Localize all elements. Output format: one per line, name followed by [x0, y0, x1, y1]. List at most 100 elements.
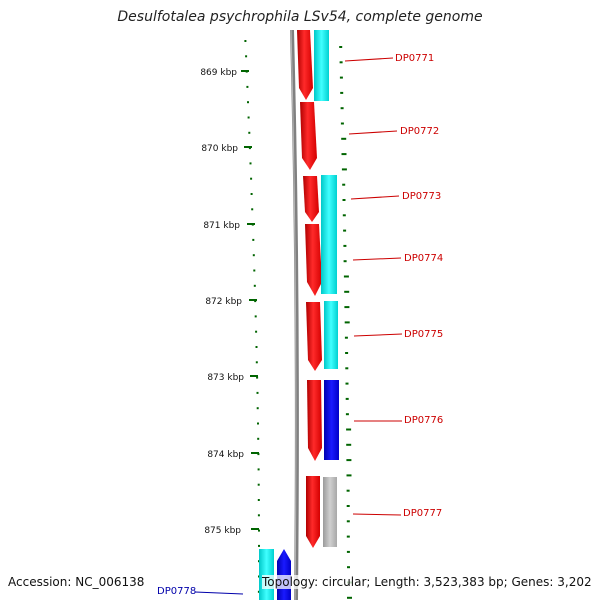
gc-dot [253, 284, 256, 287]
scale-label: 873 kbp [207, 373, 244, 383]
gene-label-dp0775[interactable]: DP0775 [353, 329, 443, 340]
svg-text:DP0777: DP0777 [403, 508, 442, 519]
gc-dot [252, 254, 255, 257]
gc-dot [340, 91, 344, 94]
scale-tick-871: 871 kbp [203, 221, 255, 231]
gene-label-dp0773[interactable]: DP0773 [350, 191, 441, 202]
gc-dot [253, 269, 256, 272]
scale-tick-873: 873 kbp [207, 373, 258, 383]
gc-dot [340, 107, 344, 110]
gc-dot [347, 566, 350, 569]
cds-feature-dp0771[interactable] [297, 30, 313, 100]
gc-dot [342, 214, 346, 217]
gc-dot [339, 76, 343, 79]
gc-dot [345, 367, 349, 370]
svg-text:DP0775: DP0775 [404, 329, 443, 340]
gene-label-dp0777[interactable]: DP0777 [352, 508, 442, 519]
scale-label: 875 kbp [204, 526, 241, 536]
scale-label: 872 kbp [205, 297, 242, 307]
gc-dot [343, 260, 347, 263]
gc-dot [255, 346, 258, 348]
gc-dot [345, 352, 349, 354]
gene-label-dp0772[interactable]: DP0772 [348, 126, 439, 137]
gc-dot [256, 407, 259, 410]
gc-skew-track-right [339, 46, 352, 599]
gc-dot [346, 520, 350, 523]
gc-dot [346, 550, 350, 553]
gc-dot [258, 544, 260, 547]
accession-text: Accession: NC_006138 [8, 575, 145, 589]
gc-dot [344, 336, 348, 339]
orf-feature-cyan[interactable] [324, 301, 338, 369]
cds-feature-dp0774[interactable] [305, 224, 322, 296]
gc-dot [341, 168, 347, 171]
orf-feature-cyan[interactable] [314, 30, 329, 101]
gc-dot [341, 153, 347, 156]
gc-dot [256, 391, 259, 394]
gc-dot [346, 428, 352, 431]
cds-feature-dp0775[interactable] [306, 302, 322, 371]
gc-dot [257, 468, 260, 471]
gc-dot [343, 244, 347, 247]
orf-feature-gray[interactable] [323, 477, 337, 547]
gc-dot [339, 46, 343, 48]
scale-tick-874: 874 kbp [207, 450, 259, 460]
gc-dot [340, 122, 344, 125]
gc-dot [251, 208, 254, 211]
svg-text:DP0772: DP0772 [400, 126, 439, 137]
gene-label-dp0771[interactable]: DP0771 [344, 53, 434, 64]
orf-feature-cyan[interactable] [321, 175, 337, 294]
gc-dot [345, 397, 349, 400]
orf-feature-blue[interactable] [324, 380, 339, 460]
gc-dot [341, 137, 347, 140]
scale-tick-872: 872 kbp [205, 297, 257, 307]
gc-dot [256, 376, 259, 379]
gc-dot [257, 483, 260, 486]
gc-dot [343, 229, 347, 232]
gc-dot [339, 61, 343, 64]
gc-dot [248, 131, 251, 134]
gc-dot [244, 40, 247, 42]
gc-dot [342, 199, 346, 201]
gc-dot [346, 489, 350, 492]
gc-dot [255, 330, 258, 333]
gc-dot [257, 422, 259, 425]
cds-feature-dp0772[interactable] [300, 102, 317, 170]
gc-dot [257, 453, 260, 456]
genome-backbone [290, 29, 299, 600]
gc-dot [344, 321, 350, 324]
svg-text:DP0774: DP0774 [404, 253, 443, 264]
gc-skew-track-left [244, 40, 260, 593]
gc-dot [254, 300, 257, 303]
gc-dot [250, 177, 253, 180]
scale-tick-870: 870 kbp [201, 144, 252, 154]
gc-dot [252, 238, 255, 241]
gc-dot [248, 147, 251, 150]
scale-label: 869 kbp [200, 68, 237, 78]
gc-dot [346, 443, 352, 446]
gc-dot [345, 413, 349, 416]
gc-dot [245, 55, 248, 58]
svg-text:DP0773: DP0773 [402, 191, 441, 202]
gene-label-dp0778[interactable]: DP0778 [157, 586, 244, 597]
svg-text:DP0778: DP0778 [157, 586, 196, 597]
gc-dot [344, 306, 350, 309]
gene-label-dp0774[interactable]: DP0774 [352, 253, 443, 264]
gc-dot [257, 514, 260, 517]
topology-text: Topology: circular; Length: 3,523,383 bp… [262, 575, 592, 589]
gc-dot [346, 505, 350, 507]
cds-feature-dp0777[interactable] [306, 476, 320, 548]
gc-dot [346, 474, 352, 477]
genome-backbone-highlight [290, 29, 297, 600]
cds-feature-dp0776[interactable] [307, 380, 322, 461]
gene-label-dp0776[interactable]: DP0776 [354, 415, 443, 426]
gc-dot [345, 382, 349, 385]
cds-feature-dp0773[interactable] [303, 176, 319, 222]
gc-dot [246, 85, 249, 88]
scale-label: 870 kbp [201, 144, 238, 154]
svg-text:DP0771: DP0771 [395, 53, 434, 64]
genome-title: Desulfotalea psychrophila LSv54, complet… [117, 9, 483, 25]
gc-dot [343, 275, 349, 278]
gc-dot [257, 499, 260, 501]
